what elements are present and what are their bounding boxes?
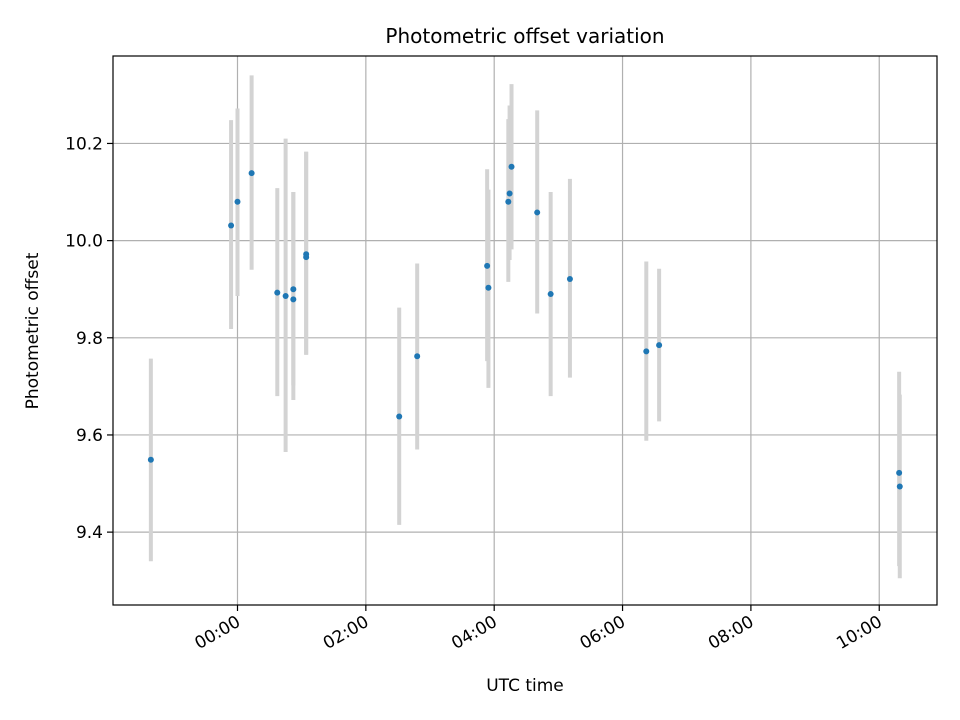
y-axis-ticks: 9.4 9.6 9.8 10.0 10.2 (65, 134, 113, 543)
data-point (643, 348, 650, 355)
chart-title: Photometric offset variation (385, 24, 664, 48)
data-points (147, 163, 903, 490)
data-point (896, 469, 903, 476)
data-point (414, 353, 421, 360)
data-point (896, 483, 903, 490)
data-point (485, 284, 492, 291)
y-tick-label: 9.8 (76, 329, 103, 349)
data-point (248, 170, 255, 177)
y-tick-label: 9.6 (76, 426, 103, 446)
data-point (656, 342, 663, 349)
data-point (506, 190, 513, 197)
plot-area-frame (112, 55, 938, 606)
data-point (290, 286, 297, 293)
data-point (484, 262, 491, 269)
data-point (547, 291, 554, 298)
y-tick-label: 10.0 (65, 232, 103, 252)
data-point (303, 254, 310, 261)
data-point (228, 222, 235, 229)
data-point (396, 413, 403, 420)
data-point (566, 276, 573, 283)
data-point (234, 198, 241, 205)
data-point (274, 289, 281, 296)
data-point (282, 293, 289, 300)
data-point (147, 456, 154, 463)
y-tick-label: 10.2 (65, 134, 103, 154)
data-point (534, 209, 541, 216)
x-axis-label: UTC time (486, 676, 564, 696)
y-axis-label: Photometric offset (23, 252, 43, 409)
y-tick-label: 9.4 (76, 523, 103, 543)
data-point (290, 296, 297, 303)
data-point (505, 198, 512, 205)
data-point (508, 163, 515, 170)
